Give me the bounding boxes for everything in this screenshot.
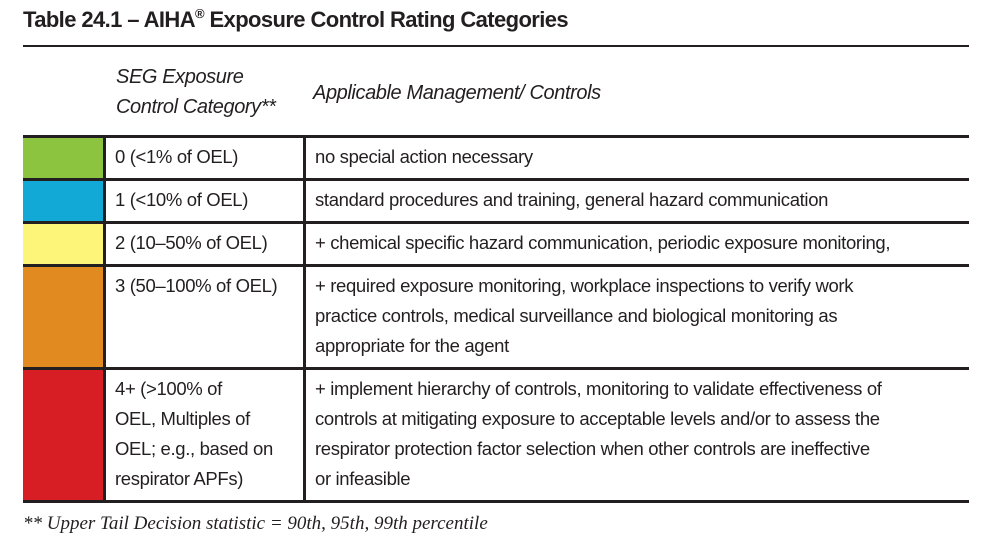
cell-line: or infeasible [315, 468, 411, 489]
controls-cell: no special action necessary [306, 138, 969, 178]
cell-line: 4+ (>100% of [115, 378, 222, 399]
registered-mark: ® [194, 6, 205, 21]
cell-line: + chemical specific hazard communication… [315, 232, 891, 253]
cell-line: + implement hierarchy of controls, monit… [315, 378, 882, 399]
table-title: Table 24.1 – AIHA® Exposure Control Rati… [23, 6, 569, 33]
title-text: Table 24.1 – AIHA [23, 7, 196, 32]
column-header: SEG Exposure Control Category** [116, 62, 276, 122]
color-swatch [23, 370, 106, 500]
cell-line: respirator protection factor selection w… [315, 438, 870, 459]
category-cell: 0 (<1% of OEL) [106, 138, 306, 178]
table-row: 1 (<10% of OEL) standard procedures and t… [23, 178, 969, 221]
cell-line: respirator APFs) [115, 468, 244, 489]
cell-line: + required exposure monitoring, workplac… [315, 275, 854, 296]
cell-line: OEL; e.g., based on [115, 438, 273, 459]
table-row: 0 (<1% of OEL) no special action necessar… [23, 135, 969, 178]
color-swatch [23, 224, 106, 264]
category-cell: 1 (<10% of OEL) [106, 181, 306, 221]
table-row: 3 (50–100% of OEL) + required exposure mo… [23, 264, 969, 367]
header-line: SEG Exposure [116, 66, 244, 88]
cell-line: controls at mitigating exposure to accep… [315, 408, 880, 429]
cell-line: 1 (<10% of OEL) [115, 189, 249, 210]
cell-line: appropriate for the agent [315, 335, 509, 356]
controls-cell: standard procedures and training, genera… [306, 181, 969, 221]
controls-cell: + chemical specific hazard communication… [306, 224, 969, 264]
color-swatch [23, 267, 106, 367]
color-swatch [23, 138, 106, 178]
cell-line: OEL, Multiples of [115, 408, 250, 429]
table: 0 (<1% of OEL) no special action necessar… [23, 135, 969, 503]
category-cell: 3 (50–100% of OEL) [106, 267, 306, 367]
footnote: ** Upper Tail Decision statistic = 90th,… [23, 513, 488, 534]
controls-cell: + implement hierarchy of controls, monit… [306, 370, 969, 500]
cell-line: practice controls, medical surveillance … [315, 305, 838, 326]
category-cell: 2 (10–50% of OEL) [106, 224, 306, 264]
category-cell: 4+ (>100% of OEL, Multiples of OEL; e.g., … [106, 370, 306, 500]
table-row: 2 (10–50% of OEL) + chemical specific haz… [23, 221, 969, 264]
cell-line: no special action necessary [315, 146, 533, 167]
cell-line: 3 (50–100% of OEL) [115, 275, 278, 296]
title-text: Exposure Control Rating Categories [203, 7, 569, 32]
header-line: Control Category** [116, 96, 276, 118]
title-rule [23, 45, 969, 47]
controls-cell: + required exposure monitoring, workplac… [306, 267, 969, 367]
table-row: 4+ (>100% of OEL, Multiples of OEL; e.g., … [23, 367, 969, 503]
header-line: Applicable Management/ Controls [313, 82, 601, 104]
color-swatch [23, 181, 106, 221]
column-header: Applicable Management/ Controls [313, 78, 601, 108]
cell-line: standard procedures and training, genera… [315, 189, 829, 210]
cell-line: 2 (10–50% of OEL) [115, 232, 268, 253]
cell-line: 0 (<1% of OEL) [115, 146, 239, 167]
